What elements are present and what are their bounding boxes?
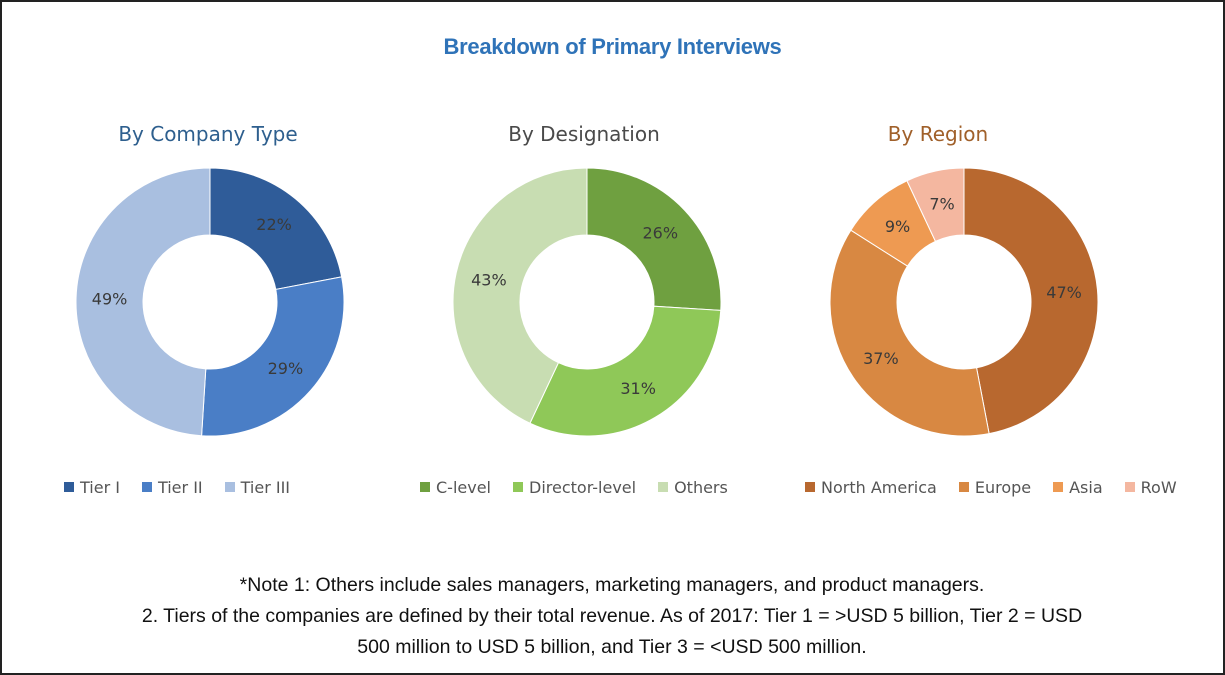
slice-label-north-america: 47% [1046,283,1082,302]
legend-item-tier-iii: Tier III [224,477,291,497]
legend-swatch [420,482,430,492]
legend-swatch [141,482,152,492]
legend-company-type: Tier I Tier II Tier III [64,476,290,498]
legend-label: RoW [1140,477,1177,497]
legend-designation: C-level Director-level Others [420,476,728,498]
legend-label: Tier III [240,477,291,497]
legend-label: Others [674,477,728,497]
slice-c-level [586,167,722,311]
slice-label-tier-iii: 49% [92,289,128,308]
donut-chart-region: 47% 37% 9% 7% [829,167,1099,437]
slice-europe [829,229,990,437]
slice-label-tier-ii: 29% [268,359,304,378]
legend-swatch [224,482,235,492]
slice-label-asia: 9% [885,217,910,236]
legend-region: North America Europe Asia RoW [805,476,1177,498]
donut-chart-designation: 26% 31% 43% [452,167,722,437]
legend-label: Tier II [157,477,203,497]
legend-item-tier-i: Tier I [64,478,120,497]
note-line-1: *Note 1: Others include sales managers, … [239,574,985,596]
legend-item-asia: Asia [1053,478,1103,497]
slice-director-level [529,305,722,437]
legend-swatch [64,482,74,492]
chart-title-region: By Region [887,122,989,146]
legend-label: North America [821,477,937,497]
legend-item-c-level: C-level [420,478,491,497]
main-title: Breakdown of Primary Interviews [443,34,782,59]
legend-label: Europe [974,477,1032,497]
legend-swatch [958,482,969,492]
slice-north-america [963,167,1099,435]
slice-label-row: 7% [929,194,954,213]
legend-label: Asia [1069,477,1103,497]
footnotes: *Note 1: Others include sales managers, … [12,570,1212,663]
legend-swatch [1124,482,1135,492]
chart-title-company-type: By Company Type [118,122,298,146]
legend-label: Director-level [529,477,637,497]
legend-item-director-level: Director-level [513,478,636,497]
slice-tier-i [209,167,343,291]
legend-swatch [513,482,523,492]
slice-label-europe: 37% [863,349,899,368]
note-line-2: 2. Tiers of the companies are defined by… [141,605,1083,627]
slice-others [452,167,588,424]
legend-swatch [805,482,815,492]
slice-tier-iii [75,167,211,437]
legend-label: C-level [436,477,491,497]
legend-item-tier-ii: Tier II [141,477,203,497]
legend-item-north-america: North America [805,478,937,497]
slice-label-director-level: 31% [620,379,656,398]
slice-tier-ii [201,276,345,437]
chart-title-designation: By Designation [508,122,660,146]
legend-label: Tier I [80,477,120,497]
slice-row [906,167,965,243]
legend-item-row: RoW [1124,477,1177,497]
slice-label-others: 43% [471,271,507,290]
legend-item-others: Others [658,478,728,497]
legend-item-europe: Europe [958,477,1032,497]
note-line-3: 500 million to USD 5 billion, and Tier 3… [357,636,867,658]
legend-swatch [1053,482,1064,492]
slice-label-c-level: 26% [642,224,678,243]
donut-chart-company-type: 22% 29% 49% [75,167,345,437]
slice-label-tier-i: 22% [256,215,292,234]
legend-swatch [658,482,669,492]
